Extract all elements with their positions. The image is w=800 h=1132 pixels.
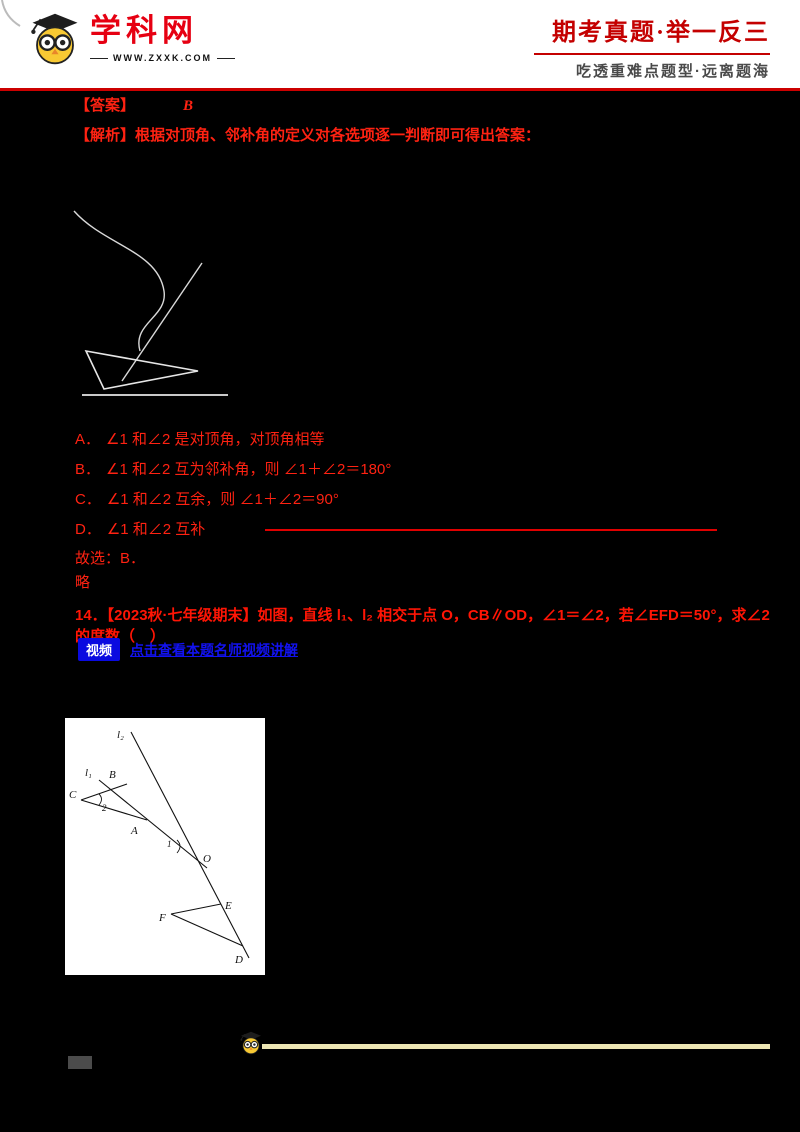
label-angle2: 2	[102, 803, 107, 813]
option-c-text: ∠1 和∠2 互余，则 ∠1＋∠2＝90°	[106, 491, 339, 508]
sketch-figure	[73, 210, 228, 396]
note-line: 略	[75, 574, 91, 591]
logo: 学科网 WWW.ZXXK.COM	[28, 12, 235, 66]
label-angle1: 1	[167, 839, 172, 849]
label-A: A	[130, 825, 138, 837]
option-row-d: D． ∠1 和∠2 互补	[75, 520, 718, 540]
option-a-text: ∠1 和∠2 是对顶角，对顶角相等	[106, 431, 325, 448]
option-row-b: B． ∠1 和∠2 互为邻补角，则 ∠1＋∠2＝180°	[75, 460, 391, 480]
answer-value: B	[183, 98, 194, 114]
analysis-line: 【解析】根据对顶角、邻补角的定义对各选项逐一判断即可得出答案：	[75, 127, 541, 144]
label-E: E	[224, 900, 232, 912]
mini-owl-icon	[240, 1031, 261, 1055]
option-d-text: ∠1 和∠2 互补	[106, 521, 206, 538]
logo-text: 学科网 WWW.ZXXK.COM	[90, 12, 235, 63]
blank-underline	[265, 529, 718, 532]
url-right-rule	[217, 57, 235, 59]
corner-decoration	[1, 0, 21, 27]
header-slogan-block: 期考真题·举一反三 吃透重难点题型·远离题海	[534, 12, 770, 81]
logo-url-row: WWW.ZXXK.COM	[90, 53, 235, 63]
option-b-label: B．	[75, 461, 101, 478]
label-D: D	[234, 954, 243, 966]
conclusion-line: 故选：B．	[75, 550, 146, 567]
url-left-rule	[90, 57, 108, 59]
label-l2: l₂	[117, 729, 124, 741]
site-header: 学科网 WWW.ZXXK.COM 期考真题·举一反三 吃透重难点题型·远离题海	[0, 0, 800, 88]
geometry-figure-panel: l₂ l₁ B C 2 A 1 O E F D	[65, 718, 265, 975]
label-F: F	[158, 912, 166, 924]
video-badge[interactable]: 视频	[78, 638, 121, 661]
footer-page-box	[68, 1056, 92, 1069]
logo-url: WWW.ZXXK.COM	[113, 53, 212, 63]
footer-strip	[262, 1044, 770, 1049]
header-slogan: 期考真题·举一反三	[551, 20, 770, 46]
label-O: O	[203, 853, 211, 865]
header-divider-rule	[0, 88, 800, 91]
option-b-text: ∠1 和∠2 互为邻补角，则 ∠1＋∠2＝180°	[106, 461, 392, 478]
label-C: C	[69, 789, 77, 801]
label-l1: l₁	[85, 767, 92, 779]
geometry-figure: l₂ l₁ B C 2 A 1 O E F D	[69, 729, 250, 966]
answer-line: 【答案】 B	[75, 96, 193, 116]
option-a-label: A．	[75, 431, 101, 448]
option-row-c: C． ∠1 和∠2 互余，则 ∠1＋∠2＝90°	[75, 490, 339, 510]
option-d-label: D．	[75, 521, 101, 538]
slogan-underline	[534, 53, 770, 55]
header-subslogan: 吃透重难点题型·远离题海	[576, 63, 770, 80]
video-link[interactable]: 点击查看本题名师视频讲解	[130, 641, 299, 658]
answer-label: 【答案】	[75, 97, 136, 114]
logo-name: 学科网	[90, 13, 198, 48]
option-c-label: C．	[75, 491, 101, 508]
label-B: B	[109, 769, 116, 781]
owl-logo-icon	[31, 13, 78, 65]
video-row: 视频 点击查看本题名师视频讲解	[78, 638, 298, 661]
option-row-a: A． ∠1 和∠2 是对顶角，对顶角相等	[75, 430, 324, 450]
